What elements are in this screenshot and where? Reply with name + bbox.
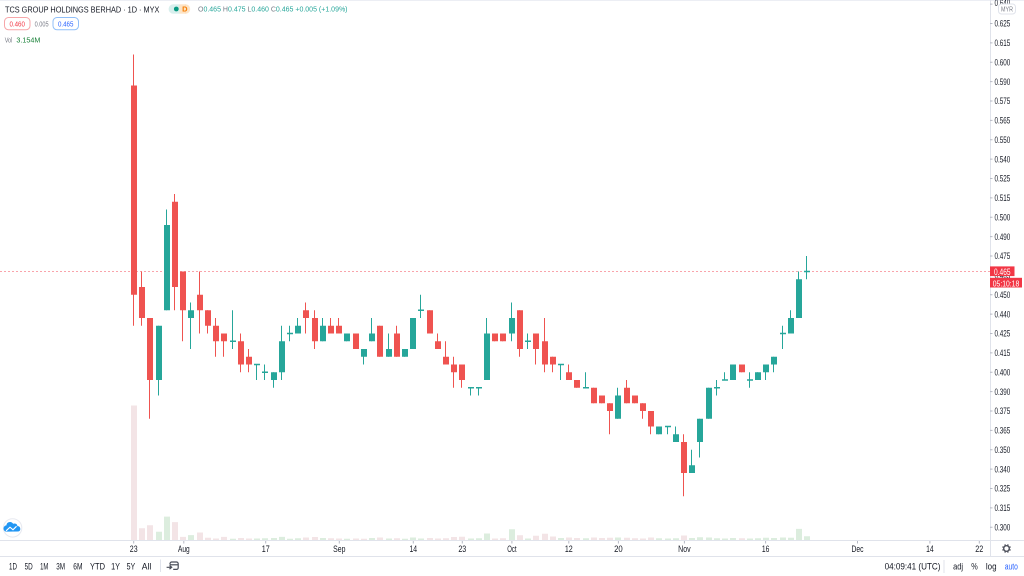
svg-text:0.460: 0.460 bbox=[9, 19, 25, 28]
svg-text:16: 16 bbox=[762, 544, 770, 554]
svg-text:Sep: Sep bbox=[333, 544, 345, 554]
svg-text:0.425: 0.425 bbox=[995, 329, 1011, 339]
svg-text:5Y: 5Y bbox=[127, 561, 136, 572]
svg-text:0.450: 0.450 bbox=[995, 290, 1011, 300]
svg-text:0.325: 0.325 bbox=[995, 484, 1011, 494]
svg-text:0.465: 0.465 bbox=[58, 19, 74, 28]
svg-text:12: 12 bbox=[565, 544, 573, 554]
svg-text:0.375: 0.375 bbox=[995, 406, 1011, 416]
svg-text:0.575: 0.575 bbox=[995, 96, 1011, 106]
svg-text:0.400: 0.400 bbox=[995, 367, 1011, 377]
svg-text:YTD: YTD bbox=[90, 561, 105, 572]
svg-text:adj: adj bbox=[953, 561, 963, 572]
svg-text:17: 17 bbox=[262, 544, 270, 554]
svg-text:Oct: Oct bbox=[507, 544, 517, 554]
svg-text:0.590: 0.590 bbox=[995, 77, 1011, 87]
svg-text:14: 14 bbox=[410, 544, 418, 554]
svg-text:All: All bbox=[142, 561, 152, 572]
svg-text:log: log bbox=[986, 561, 997, 572]
svg-text:TCS GROUP HOLDINGS BERHAD · 1D: TCS GROUP HOLDINGS BERHAD · 1D · MYX bbox=[5, 4, 160, 14]
svg-text:0.565: 0.565 bbox=[995, 116, 1011, 126]
svg-text:0.615: 0.615 bbox=[995, 38, 1011, 48]
svg-text:5D: 5D bbox=[25, 561, 33, 572]
svg-text:Vol: Vol bbox=[5, 36, 13, 45]
svg-text:0.600: 0.600 bbox=[995, 57, 1011, 67]
svg-text:0.440: 0.440 bbox=[995, 309, 1011, 319]
svg-text:0.350: 0.350 bbox=[995, 445, 1011, 455]
svg-text:0.340: 0.340 bbox=[995, 464, 1011, 474]
svg-text:6M: 6M bbox=[73, 561, 82, 572]
svg-text:0.490: 0.490 bbox=[995, 232, 1011, 242]
svg-text:1Y: 1Y bbox=[111, 561, 120, 572]
svg-text:Aug: Aug bbox=[178, 544, 190, 554]
svg-text:14: 14 bbox=[926, 544, 934, 554]
svg-text:0.390: 0.390 bbox=[995, 387, 1011, 397]
svg-text:0.365: 0.365 bbox=[995, 426, 1011, 436]
svg-text:0.515: 0.515 bbox=[995, 193, 1011, 203]
svg-text:3M: 3M bbox=[56, 561, 65, 572]
svg-text:0.625: 0.625 bbox=[995, 19, 1011, 29]
svg-text:MYR: MYR bbox=[1001, 6, 1013, 13]
svg-text:O0.465 H0.475 L0.460 C0.465 +0: O0.465 H0.475 L0.460 C0.465 +0.005 (+1.0… bbox=[198, 7, 348, 14]
svg-text:0.475: 0.475 bbox=[995, 251, 1011, 261]
svg-text:0.550: 0.550 bbox=[995, 135, 1011, 145]
svg-text:0.540: 0.540 bbox=[995, 154, 1011, 164]
svg-text:Dec: Dec bbox=[852, 544, 864, 554]
svg-text:04:09:41 (UTC): 04:09:41 (UTC) bbox=[885, 561, 941, 572]
svg-text:0.005: 0.005 bbox=[35, 19, 49, 28]
svg-text:%: % bbox=[971, 561, 978, 572]
svg-text:05:10:18: 05:10:18 bbox=[993, 278, 1020, 288]
svg-text:Nov: Nov bbox=[678, 544, 691, 554]
svg-text:3.154M: 3.154M bbox=[16, 36, 40, 45]
svg-text:D: D bbox=[182, 5, 188, 14]
svg-text:0.525: 0.525 bbox=[995, 174, 1011, 184]
svg-text:0.415: 0.415 bbox=[995, 348, 1011, 358]
svg-text:22: 22 bbox=[975, 544, 983, 554]
svg-text:0.300: 0.300 bbox=[995, 522, 1011, 532]
svg-text:20: 20 bbox=[614, 544, 623, 554]
svg-text:auto: auto bbox=[1005, 561, 1018, 572]
svg-text:0.500: 0.500 bbox=[995, 212, 1011, 222]
svg-text:1M: 1M bbox=[40, 561, 48, 572]
svg-text:23: 23 bbox=[130, 544, 138, 554]
svg-text:23: 23 bbox=[458, 544, 466, 554]
svg-text:0.315: 0.315 bbox=[995, 503, 1011, 513]
svg-text:0.465: 0.465 bbox=[994, 267, 1011, 277]
svg-text:1D: 1D bbox=[9, 561, 17, 572]
